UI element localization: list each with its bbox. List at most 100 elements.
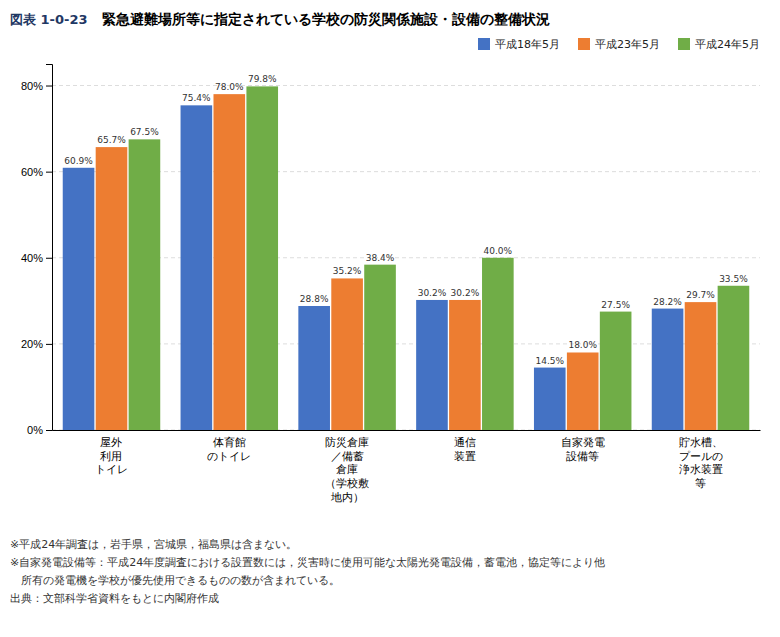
bars (63, 86, 750, 430)
bar (364, 265, 396, 430)
legend-item: 平成18年5月 (478, 38, 560, 51)
data-label: 38.4% (366, 253, 395, 263)
legend-label: 平成23年5月 (595, 38, 660, 51)
chart: 図表 1-0-23 緊急避難場所等に指定されている学校の防災関係施設・設備の整備状… (0, 0, 780, 637)
grid-line (52, 85, 760, 86)
bar (685, 302, 717, 430)
legend-item: 平成23年5月 (578, 38, 660, 51)
data-label: 79.8% (248, 74, 277, 84)
y-tick-mark (46, 344, 52, 345)
x-tick-label: 自家発電設備等 (561, 436, 605, 462)
bar (482, 258, 514, 430)
bar (449, 300, 481, 430)
x-tick-label: 通信装置 (454, 436, 476, 462)
data-label: 29.7% (686, 290, 715, 300)
data-label: 14.5% (535, 356, 564, 366)
y-tick-label: 40% (21, 252, 43, 264)
bar (416, 300, 448, 430)
data-label: 18.0% (568, 340, 597, 350)
legend-swatch (578, 38, 590, 50)
x-tick-label-line: 自家発電 (561, 436, 605, 448)
y-tick-mark (46, 86, 52, 87)
x-tick-label-line: 体育館 (213, 436, 246, 448)
title: 緊急避難場所等に指定されている学校の防災関係施設・設備の整備状況 (102, 11, 550, 27)
x-tick: 防災倉庫 ／備蓄倉庫 （学校敷地内） (325, 436, 369, 503)
x-tick-label-line: トイレ (95, 463, 128, 475)
x-tick-label-line: のトイレ (207, 450, 251, 462)
x-tick: 貯水槽、プールの浄水装置等 (679, 436, 723, 489)
x-tick-label-line: 貯水槽、 (679, 436, 723, 448)
x-tick-label-line: 浄水装置 (679, 463, 723, 475)
data-label: 40.0% (484, 246, 513, 256)
bar-series (63, 105, 684, 430)
x-tick-label: 屋外利用トイレ (95, 436, 128, 476)
bar (129, 139, 161, 430)
data-label: 75.4% (182, 93, 211, 103)
x-tick: 体育館のトイレ (207, 436, 251, 462)
y-tick-label: 0% (27, 424, 43, 436)
data-label: 33.5% (719, 274, 748, 284)
y-tick-label: 20% (21, 338, 43, 350)
data-label: 28.8% (300, 294, 329, 304)
legend-label: 平成18年5月 (495, 38, 560, 51)
x-tick: 通信装置 (454, 436, 476, 462)
footer-note: ※平成24年調査は，岩手県，宮城県，福島県は含まない。 (10, 538, 297, 551)
bar-series (129, 86, 750, 430)
data-label: 78.0% (215, 82, 244, 92)
bar (213, 94, 245, 430)
data-label: 60.9% (64, 156, 93, 166)
data-label: 65.7% (97, 135, 126, 145)
x-tick-label-line: 等 (695, 477, 706, 489)
x-tick-label-line: プールの (679, 450, 723, 462)
bar (181, 105, 213, 430)
y-tick-mark (46, 258, 52, 259)
x-axis: 屋外利用トイレ 体育館のトイレ 防災倉庫 ／備蓄倉庫 （学校敷地内） 通信装置 自家発電設備… (53, 431, 761, 503)
x-axis-line (53, 430, 761, 431)
y-tick: 20% (21, 338, 52, 350)
y-tick: 60% (21, 166, 52, 178)
y-tick: 40% (21, 252, 52, 264)
plot: 60.9% 75.4% 28.8% 30.2% 14.5% 28.2% 65.7% 78.0%… (21, 65, 761, 503)
x-tick-label: 防災倉庫 ／備蓄倉庫 （学校敷地内） (325, 436, 369, 503)
x-tick-label-line: 倉庫 (336, 463, 358, 475)
data-label: 35.2% (333, 266, 362, 276)
data-label: 28.2% (653, 297, 682, 307)
header-tag: 図表 1-0-23 (10, 12, 88, 27)
bar (298, 306, 330, 430)
y-tick: 80% (21, 80, 52, 92)
legend-swatch (678, 38, 690, 50)
bar (534, 368, 566, 430)
y-tick-label: 60% (21, 166, 43, 178)
bar (331, 278, 363, 430)
x-tick-label-line: 地内） (330, 491, 364, 503)
x-tick-label-line: 通信 (454, 436, 476, 448)
x-tick-label: 貯水槽、プールの浄水装置等 (679, 436, 723, 489)
legend-item: 平成24年5月 (678, 38, 760, 51)
legend-swatch (478, 38, 490, 50)
data-label: 30.2% (451, 288, 480, 298)
x-tick-label-line: （学校敷 (325, 477, 369, 489)
x-tick-label-line: 防災倉庫 (325, 436, 369, 448)
x-tick-label-line: ／備蓄 (331, 450, 364, 462)
x-tick-label: 体育館のトイレ (207, 436, 251, 462)
data-label: 30.2% (418, 288, 447, 298)
bar (600, 312, 632, 430)
x-tick: 自家発電設備等 (561, 436, 605, 462)
bar (718, 286, 750, 430)
footer-note: 出典：文部科学省資料をもとに内閣府作成 (10, 592, 219, 605)
y-tick-mark (46, 430, 52, 431)
x-tick-label-line: 装置 (454, 450, 476, 462)
y-axis-line (46, 65, 53, 431)
bar (567, 352, 599, 430)
x-tick: 屋外利用トイレ (95, 436, 128, 476)
grid (52, 86, 760, 430)
y-axis: 0% 20% 40% 60% 80% (21, 65, 53, 437)
bar (652, 309, 684, 430)
x-tick-label-line: 利用 (100, 450, 122, 462)
bar-series (96, 94, 717, 430)
legend: 平成18年5月 平成23年5月 平成24年5月 (478, 38, 760, 51)
footer-note: ※自家発電設備等：平成24年度調査における設置数には，災害時に使用可能な太陽光発… (10, 556, 605, 569)
legend-label: 平成24年5月 (695, 38, 760, 51)
footer-note: 所有の発電機を学校が優先使用できるものの数が含まれている。 (10, 574, 340, 587)
y-tick-label: 80% (21, 80, 43, 92)
